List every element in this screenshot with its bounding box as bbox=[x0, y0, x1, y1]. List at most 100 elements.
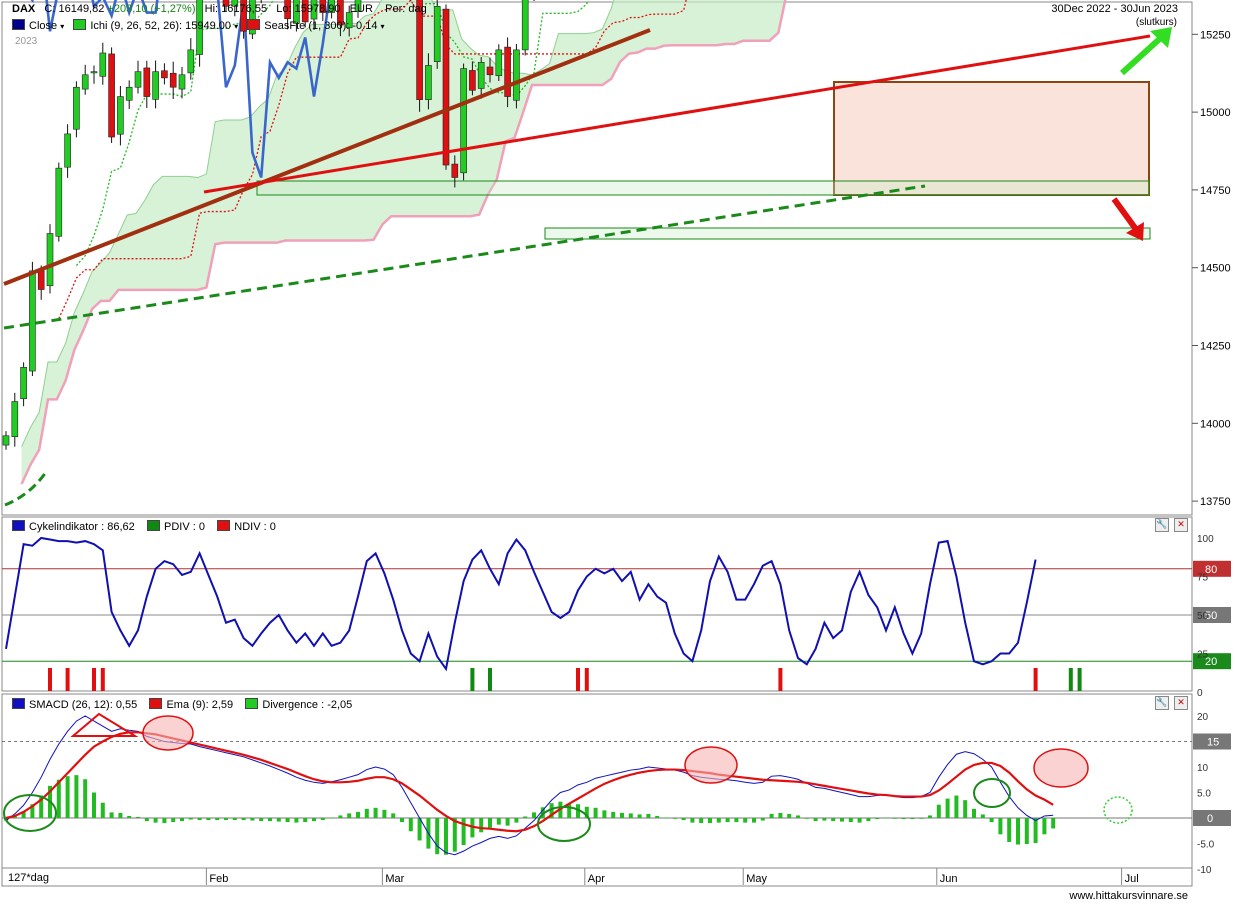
ichimoku-cloud bbox=[21, 0, 786, 485]
trendline-red bbox=[203, 34, 1151, 194]
divergence-bar bbox=[356, 811, 360, 818]
cycle-panel-settings-icon[interactable]: 🔧 bbox=[1155, 518, 1169, 532]
divergence-bar bbox=[796, 815, 800, 818]
close-value: 16149,82 bbox=[58, 3, 105, 15]
pending-cross-ellipse bbox=[1103, 796, 1133, 824]
divergence-bar bbox=[540, 807, 545, 818]
legend-item-divergence[interactable]: Divergence : -2,05 bbox=[245, 698, 353, 711]
legend-item-ndiv[interactable]: NDIV : 0 bbox=[217, 520, 276, 533]
change-value: +203,10 (+1,27%) bbox=[107, 3, 196, 15]
macd-panel-close-icon[interactable]: ✕ bbox=[1174, 696, 1188, 710]
cycle-level-badge bbox=[1193, 560, 1231, 577]
dropdown-icon[interactable]: ▾ bbox=[380, 22, 385, 31]
legend-value: 0 bbox=[198, 521, 206, 533]
divergence-bar bbox=[945, 798, 950, 818]
divergence-bar bbox=[276, 818, 281, 822]
divergence-bar bbox=[100, 802, 105, 818]
divergence-bar bbox=[602, 810, 607, 818]
legend-item-seasfte[interactable]: SeasFte (1, 300): -0.14 ▾ bbox=[247, 19, 385, 32]
macd-panel-settings-icon[interactable]: 🔧 bbox=[1155, 696, 1169, 710]
cycle-legend: Cykelindikator : 86,62 PDIV : 0 NDIV : 0 bbox=[12, 520, 276, 533]
ndiv-marker bbox=[100, 668, 105, 691]
cycle-axis-tick-label: 100 bbox=[1197, 534, 1214, 545]
trendline-green-dashed bbox=[3, 184, 926, 330]
divergence-bar bbox=[197, 818, 202, 821]
legend-item-pdiv[interactable]: PDIV : 0 bbox=[147, 520, 206, 533]
divergence-bar bbox=[206, 818, 211, 821]
divergence-bar bbox=[294, 818, 299, 823]
legend-item-cycle[interactable]: Cykelindikator : 86,62 bbox=[12, 520, 135, 533]
divergence-bar bbox=[655, 815, 660, 818]
divergence-bar bbox=[708, 818, 712, 824]
header-row: DAX C: 16149,82 +203,10 (+1,27%) Hi: 161… bbox=[12, 3, 427, 15]
dropdown-icon[interactable]: ▾ bbox=[234, 22, 239, 31]
legend-item-close[interactable]: Close ▾ bbox=[12, 19, 65, 32]
legend-value: -2,05 bbox=[327, 699, 353, 711]
candle-body bbox=[2, 435, 10, 446]
macd-level-badge bbox=[1193, 733, 1231, 750]
legend-label: Cykelindikator : bbox=[29, 521, 105, 533]
divergence-bar bbox=[787, 813, 792, 818]
candle-body bbox=[37, 270, 45, 290]
legend-value: 86,62 bbox=[107, 521, 135, 533]
legend-value: -0.14 bbox=[352, 20, 378, 32]
support-zone-lower bbox=[544, 227, 1151, 240]
legend-value: 2,59 bbox=[211, 699, 234, 711]
divergence-bar bbox=[936, 804, 941, 818]
divergence-bar bbox=[760, 818, 765, 821]
candle-body bbox=[469, 70, 476, 91]
candle-body bbox=[117, 96, 124, 135]
legend-label: Ema (9): bbox=[166, 699, 209, 711]
hi-value: 16176,55 bbox=[221, 3, 268, 15]
legend-item-smacd[interactable]: SMACD (26, 12): 0,55 bbox=[12, 698, 137, 711]
senkou-a-line bbox=[21, 0, 615, 447]
divergence-bar bbox=[312, 818, 316, 822]
legend-item-ichi[interactable]: Ichi (9, 26, 52, 26): 15949.00 ▾ bbox=[73, 19, 239, 32]
legend-label: Ichi (9, 26, 52, 26): bbox=[90, 20, 183, 32]
divergence-bar bbox=[972, 808, 976, 818]
pdiv-swatch-icon bbox=[147, 520, 161, 531]
candle-body bbox=[521, 0, 529, 51]
divergence-bar bbox=[769, 813, 774, 818]
divergence-bar bbox=[584, 806, 589, 818]
divergence-bar bbox=[30, 804, 35, 818]
price-axis-tick-label: 14000 bbox=[1200, 418, 1231, 430]
cycle-swatch-icon bbox=[12, 520, 25, 531]
cycle-level-badge-label: 20 bbox=[1205, 656, 1217, 668]
candle-body bbox=[513, 49, 520, 101]
legend-item-ema[interactable]: Ema (9): 2,59 bbox=[149, 698, 234, 711]
ndiv-marker bbox=[778, 668, 783, 691]
candle-body bbox=[416, 0, 423, 100]
macd-axis-tick-label: 10 bbox=[1197, 763, 1209, 774]
arrow-up-green-head bbox=[1150, 27, 1172, 48]
ndiv-marker bbox=[48, 668, 52, 691]
dropdown-icon[interactable]: ▾ bbox=[60, 22, 65, 31]
divergence-bar bbox=[857, 818, 862, 823]
pdiv-marker bbox=[488, 668, 492, 691]
divergence-bar bbox=[505, 818, 510, 826]
divergence-bar bbox=[593, 807, 598, 818]
divergence-bar bbox=[1007, 818, 1012, 842]
cycle-panel-close-icon[interactable]: ✕ bbox=[1174, 518, 1188, 532]
cycle-axis-tick-label: 0 bbox=[1197, 688, 1203, 699]
divergence-bar bbox=[989, 818, 994, 823]
support-zone-upper bbox=[256, 180, 1150, 196]
cycle-indicator-line bbox=[5, 536, 1037, 672]
cycle-axis-tick-label: 50 bbox=[1197, 611, 1209, 622]
trendline-brown bbox=[3, 28, 651, 286]
divergence-bar bbox=[672, 818, 677, 819]
divergence-bar bbox=[998, 818, 1003, 835]
divergence-bar bbox=[479, 818, 484, 833]
divergence-bar bbox=[417, 818, 422, 841]
candle-body bbox=[319, 0, 327, 13]
divergence-bar bbox=[180, 818, 184, 822]
ichi-swatch-icon bbox=[73, 19, 87, 30]
ndiv-swatch-icon bbox=[217, 520, 231, 531]
candle-body bbox=[73, 86, 80, 130]
divergence-bar bbox=[822, 818, 827, 821]
lo-value: 15978,90 bbox=[294, 3, 341, 15]
divergence-bar bbox=[136, 816, 140, 818]
bullish-cross-ellipse bbox=[3, 794, 57, 832]
